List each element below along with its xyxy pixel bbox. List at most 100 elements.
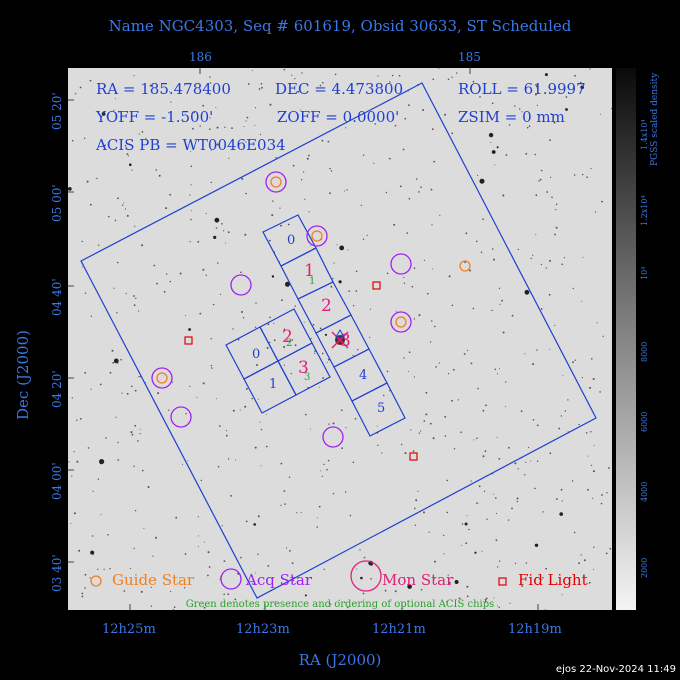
background-star [434,560,436,563]
background-star [495,539,498,542]
background-star [261,86,263,89]
background-star [491,150,496,154]
background-star [209,93,211,96]
background-star [190,165,193,168]
background-star [133,465,135,467]
background-star [467,349,469,352]
background-star [582,256,584,258]
background-star [240,271,242,274]
background-star [314,352,316,354]
background-star [254,326,257,328]
background-star [408,351,411,354]
background-star [84,587,86,589]
background-star [112,361,115,364]
background-star [170,590,172,593]
i-chip-label-3: 3 [298,358,309,378]
background-star [601,494,603,496]
background-star [496,436,498,438]
background-star [129,163,132,166]
background-star [84,292,87,294]
background-star [407,584,412,589]
background-star [362,592,365,595]
background-star [486,518,488,520]
background-star [163,290,166,293]
background-star [574,74,576,77]
background-star [185,413,187,415]
dec-value: DEC = 4.473800 [275,80,404,98]
background-star [447,574,449,576]
background-star [499,303,501,305]
background-star [275,601,277,603]
background-star [308,154,310,157]
background-star [439,214,441,216]
background-star [203,541,205,543]
background-star [190,218,192,221]
i-chip-label-2: 2 [282,327,293,347]
background-star [605,552,608,555]
background-star [444,415,447,418]
background-star [544,609,546,610]
background-star [254,124,256,126]
background-star [349,514,352,517]
acis-pb-value: ACIS PB = WT0046E034 [96,136,286,154]
background-star [488,132,494,138]
background-star [266,346,269,349]
background-star [205,274,207,276]
background-star [542,511,544,513]
background-star [275,157,277,159]
background-star [305,413,307,416]
background-star [319,470,321,472]
background-star [284,503,286,505]
background-star [410,429,412,431]
background-star [413,267,416,269]
background-star [461,545,462,547]
background-star [332,422,335,425]
background-star [389,81,391,83]
background-star [130,431,133,434]
background-star [408,370,409,372]
background-star [134,225,136,227]
background-star [259,133,262,136]
background-star [104,144,106,147]
background-star [70,523,72,524]
background-star [73,451,75,453]
background-star [592,470,595,473]
background-star [330,170,333,172]
zoff-value: ZOFF = 0.0000' [277,108,400,126]
guide-star-3 [395,316,407,328]
background-star [373,162,375,164]
background-star [394,124,397,127]
acis-s-chip-5 [351,382,406,437]
background-star [90,388,92,390]
background-star [528,125,531,127]
background-star [89,79,92,82]
i-chip-label-1: 1 [269,377,277,392]
background-star [476,437,478,440]
background-star [482,218,484,220]
background-star [534,93,537,96]
background-star [304,198,306,200]
background-star [134,389,137,392]
background-star [418,314,421,317]
background-star [283,490,286,492]
guide-legend-label: Guide Star [112,571,195,589]
background-star [600,113,601,115]
background-star [279,207,281,209]
background-star [209,76,211,78]
background-star [123,590,126,592]
background-star [172,609,174,610]
background-star [521,111,523,113]
background-star [480,251,483,254]
background-star [139,433,141,435]
background-star [257,515,260,518]
background-star [393,223,396,226]
background-star [326,468,328,471]
background-star [348,290,351,292]
background-star [140,590,143,593]
background-star [565,108,568,111]
acis-i-chip-3 [277,342,331,396]
background-star [593,546,595,548]
background-star [495,512,497,515]
background-star [208,566,211,568]
background-star [332,277,334,280]
